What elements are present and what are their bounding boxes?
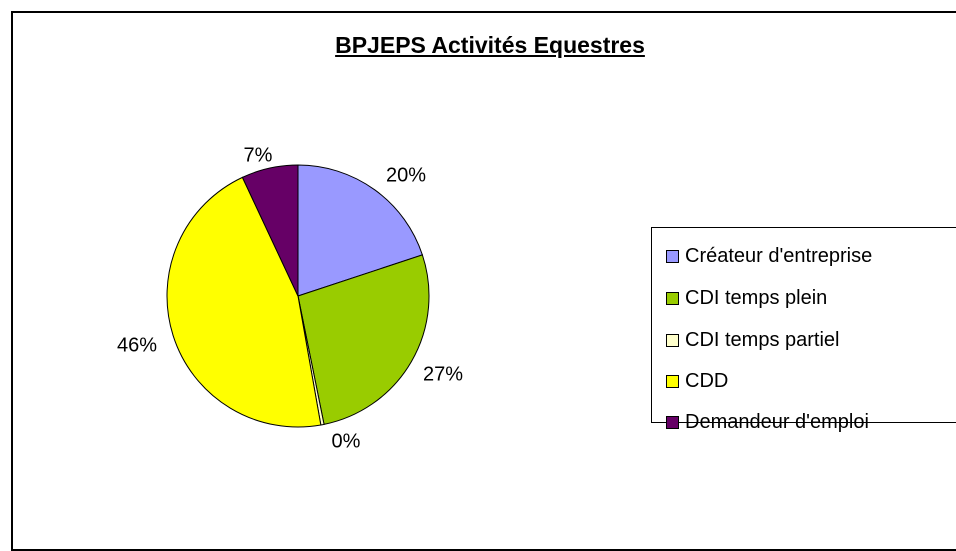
pie-slice-cdi-plein [297,254,430,425]
legend-swatch-demandeur [666,415,679,429]
legend-item-cdi-plein: CDI temps plein [666,285,827,311]
legend-swatch-cdi-plein [666,291,679,305]
legend-item-cdi-partiel: CDI temps partiel [666,327,840,353]
pie-slice-createur [297,164,424,297]
pie-slice-demandeur [241,164,299,297]
legend-label-cdd: CDD [685,369,729,392]
pie-label-cdd: 46% [117,334,157,356]
legend-label-cdi-partiel: CDI temps partiel [685,328,840,351]
pie-label-cdi-plein: 27% [423,363,463,385]
pie-label-demandeur: 7% [244,144,273,166]
pie-label-cdi-partiel: 0% [332,430,361,452]
legend-item-cdd: CDD [666,368,728,394]
legend-label-demandeur: Demandeur d'emploi [685,410,869,433]
legend: Créateur d'entreprise CDI temps plein CD… [651,227,956,433]
legend-item-createur: Créateur d'entreprise [666,243,872,269]
pie-slice-cdd [166,176,322,428]
pie-label-createur: 20% [386,164,426,186]
legend-swatch-createur [666,249,679,263]
pie-chart: 20% 27% 0% 46% 7% [117,144,463,452]
legend-label-createur: Créateur d'entreprise [685,244,873,267]
legend-item-demandeur: Demandeur d'emploi [666,409,869,435]
legend-label-cdi-plein: CDI temps plein [685,286,828,309]
chart-title: BPJEPS Activités Equestres [335,32,645,58]
legend-swatch-cdd [666,374,679,388]
legend-swatch-cdi-partiel [666,333,679,347]
